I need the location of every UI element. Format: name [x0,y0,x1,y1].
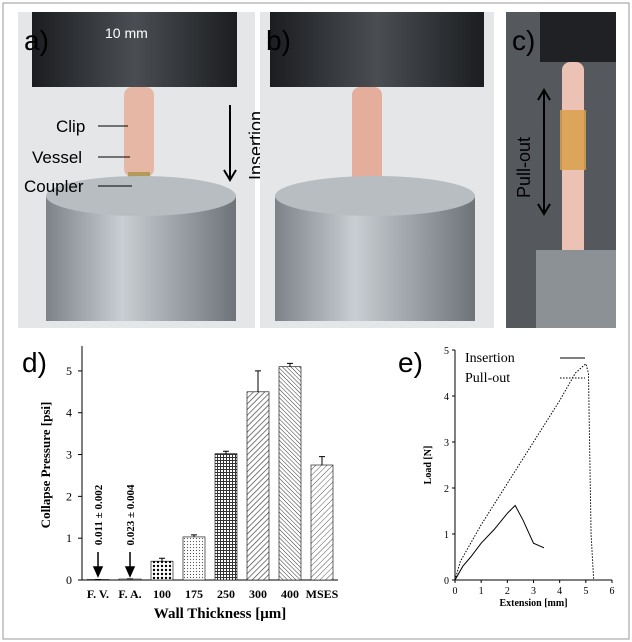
photo-c [506,12,616,328]
y-tick-label: 0 [444,576,449,587]
x-tick-label: 250 [217,587,235,601]
y-tick-label: 2 [66,489,72,503]
error-bar [255,370,261,392]
y-tick-label: 3 [66,448,72,462]
legend-label: Pull-out [465,371,510,386]
photo-b [260,12,494,328]
x-tick-label: 100 [153,587,171,601]
error-bar [159,557,165,562]
x-tick-label: 300 [249,587,267,601]
bar [214,453,238,581]
label: Clip [56,117,85,136]
label: Pull-out [514,137,534,198]
leader [98,125,132,187]
panel-label: e) [398,347,423,378]
x-tick-label: MSES [306,587,339,601]
error-bar [287,362,293,367]
bar [150,560,174,581]
series-line [454,504,545,581]
y-tick-label: 4 [444,392,449,403]
error-bar [319,456,325,465]
label: Vessel [32,148,82,167]
annotation: 0.011 ± 0.002 [93,484,105,545]
label: Coupler [24,177,84,196]
error-bar [223,450,229,454]
panel-label: d) [22,347,47,378]
bar [182,536,206,581]
y-label: Collapse Pressure [psi] [38,402,53,529]
y-tick-label: 1 [66,531,72,545]
x-tick-label: 400 [281,587,299,601]
bar [310,464,334,581]
photo-a [18,12,255,328]
y-tick-label: 4 [66,406,72,420]
y-label: Load [N] [423,446,434,485]
y-tick-label: 5 [444,346,449,357]
legend-label: Insertion [465,351,515,366]
panel-label: a) [24,25,49,56]
annotation: 0.023 ± 0.004 [125,484,137,546]
x-tick-label: 1 [479,586,484,597]
x-label: Extension [mm] [499,598,567,609]
x-tick-label: F. V. [87,587,109,601]
panel-label: c) [512,25,535,56]
y-tick-label: 3 [444,438,449,449]
bar [278,366,302,581]
arrow [124,552,136,578]
panel-label: b) [266,25,291,56]
x-tick-label: 0 [453,586,458,597]
arrow [92,552,104,578]
x-label: Wall Thickness [μm] [154,606,286,622]
x-tick-label: F. A. [118,587,141,601]
error-bar [191,534,197,537]
x-tick-label: 5 [583,586,588,597]
arrow [223,105,237,182]
x-tick-label: 2 [505,586,510,597]
y-tick-label: 1 [444,530,449,541]
y-tick-label: 5 [66,364,72,378]
x-tick-label: 6 [610,586,615,597]
x-tick-label: 4 [557,586,562,597]
series-line [454,362,595,581]
x-tick-label: 3 [531,586,536,597]
scale-label: 10 mm [105,25,148,41]
y-tick-label: 2 [444,484,449,495]
bar [246,391,270,581]
arrow [537,88,551,216]
y-tick-label: 0 [66,573,72,587]
x-tick-label: 175 [185,587,203,601]
